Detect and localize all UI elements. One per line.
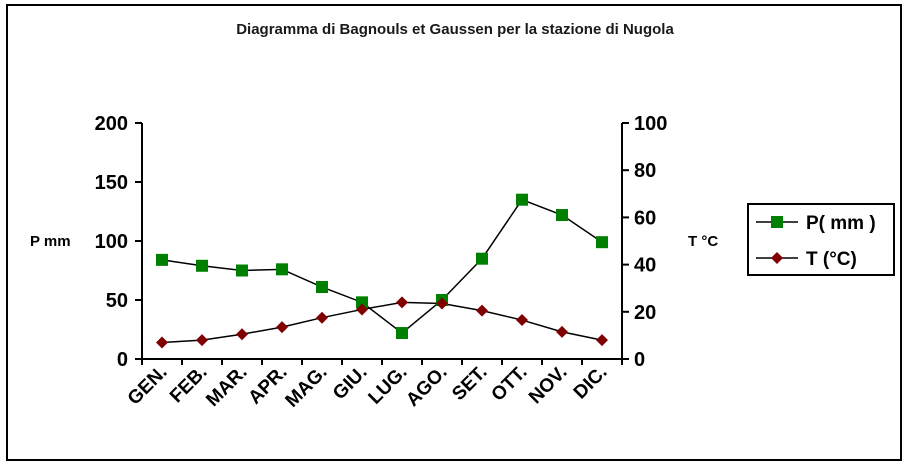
y-axis-label-left: P mm [30, 233, 71, 250]
temperature-point [436, 297, 448, 310]
precipitation-point [236, 264, 248, 277]
precipitation-point [556, 209, 568, 222]
temperature-point [516, 314, 528, 327]
temperature-point [196, 334, 208, 347]
axes-group: 0 50 100 150 200 0 20 40 60 80 100 [95, 113, 668, 371]
x-tick-label: GIU. [329, 362, 371, 404]
temperature-point [596, 334, 608, 347]
x-tick-label: DIC. [570, 362, 612, 404]
y-tick-left-label: 150 [95, 172, 128, 194]
chart-title: Diagramma di Bagnouls et Gaussen per la … [236, 21, 674, 38]
legend-label: P( mm ) [806, 213, 876, 234]
x-tick-label: MAG. [282, 362, 332, 412]
temperature-point [316, 311, 328, 324]
precipitation-point [356, 296, 368, 309]
legend-box [747, 203, 895, 276]
x-tick-labels: GEN.FEB.MAR.APR.MAG.GIU.LUG.AGO.SET.OTT.… [124, 362, 612, 412]
y-tick-right-label: 40 [634, 255, 656, 277]
series-markers [156, 193, 608, 349]
y-tick-left-label: 100 [95, 231, 128, 253]
legend-label: T (°C) [806, 249, 857, 270]
x-tick-label: SET. [448, 362, 491, 405]
y-tick-right-label: 100 [634, 113, 667, 135]
y-tick-left-label: 200 [95, 113, 128, 135]
y-tick-left-label: 0 [117, 349, 128, 371]
legend-swatch-marker [771, 252, 783, 264]
x-tick-label: OTT. [488, 362, 532, 406]
precipitation-point [516, 193, 528, 206]
temperature-point [476, 304, 488, 317]
y-tick-right-label: 80 [634, 160, 656, 182]
x-tick-label: LUG. [365, 362, 412, 409]
precipitation-point [196, 259, 208, 272]
precipitation-point [476, 252, 488, 265]
series-lines [161, 198, 603, 344]
temperature-point [236, 328, 248, 341]
temperature-point [396, 296, 408, 309]
precipitation-point [276, 263, 288, 276]
precipitation-point [596, 236, 608, 249]
precipitation-point [316, 281, 328, 294]
y-tick-right-label: 20 [634, 302, 656, 324]
series-line-precipitation [161, 198, 603, 334]
x-tick-label: AGO. [402, 362, 451, 411]
legend: P( mm ) T (°C) [756, 213, 876, 270]
x-tick-label: MAR. [202, 362, 251, 411]
y-axis-label-right: T °C [688, 233, 718, 250]
legend-swatch-marker [771, 216, 783, 228]
x-tick-label: NOV. [525, 362, 571, 408]
y-tick-left-label: 50 [106, 290, 128, 312]
y-tick-right-label: 0 [634, 349, 645, 371]
x-tick-label: GEN. [124, 362, 172, 410]
y-tick-right-label: 60 [634, 207, 656, 229]
precipitation-point [396, 327, 408, 340]
temperature-point [356, 303, 368, 316]
x-tick-label: FEB. [166, 362, 211, 407]
temperature-point [156, 336, 168, 349]
series-line-temperature [161, 301, 603, 344]
temperature-point [276, 321, 288, 334]
temperature-point [556, 325, 568, 338]
x-tick-label: APR. [245, 362, 292, 409]
precipitation-point [156, 253, 168, 266]
